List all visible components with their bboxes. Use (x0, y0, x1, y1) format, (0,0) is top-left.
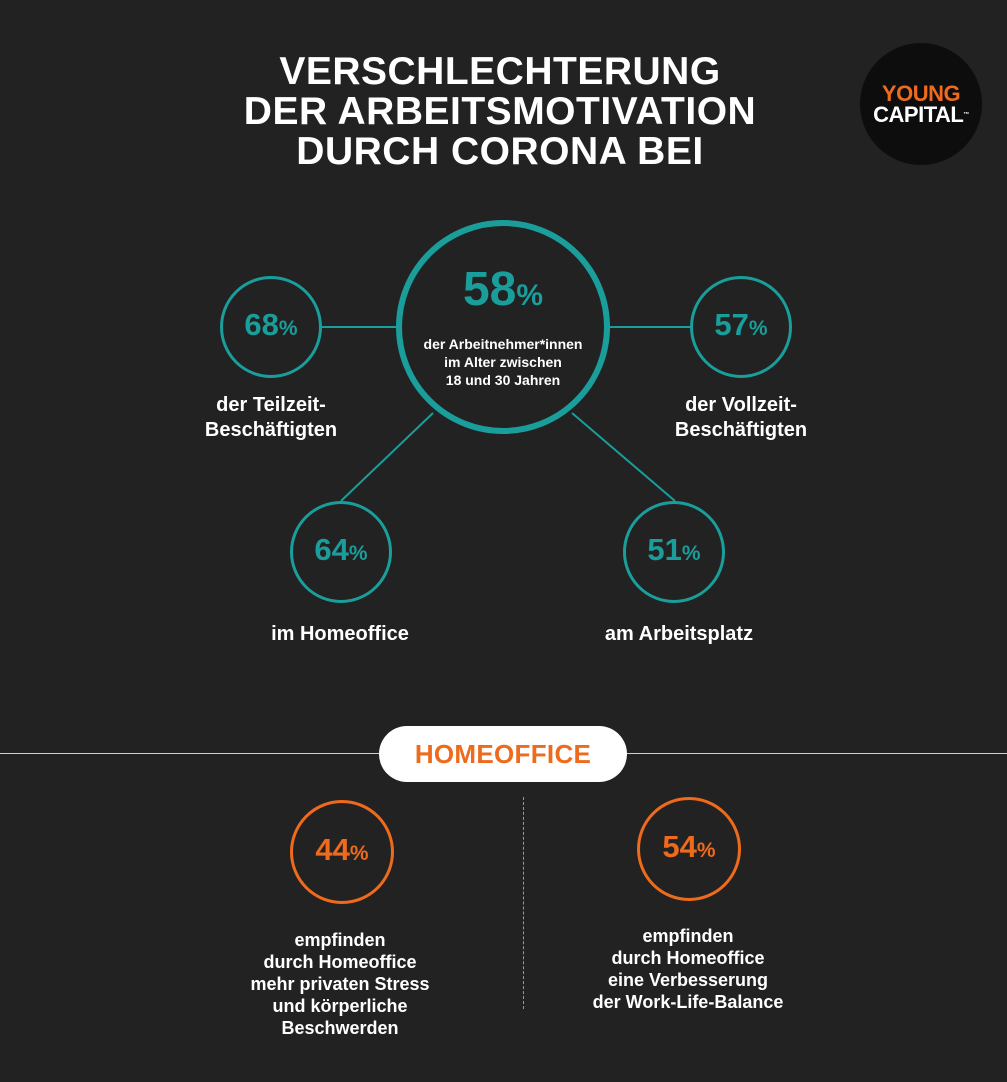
center-desc-line-2: im Alter zwischen (444, 354, 562, 370)
arbeitsplatz-label: am Arbeitsplatz (604, 623, 754, 645)
homeoffice-stat-number: 64 (314, 532, 349, 567)
youngcapital-logo: YOUNG CAPITAL™ (860, 43, 982, 165)
balance-desc-line-1: empfinden (642, 926, 734, 946)
center-stat-number: 58 (462, 263, 517, 316)
teilzeit-stat-percent: % (278, 317, 298, 340)
balance-description: empfinden durch Homeoffice eine Verbesse… (560, 925, 816, 1013)
homeoffice-stat-percent: % (348, 542, 368, 565)
teilzeit-stat-value: 68% (244, 309, 297, 345)
page-title: VERSCHLECHTERUNG DER ARBEITSMOTIVATION D… (150, 52, 850, 172)
balance-stat-circle: 54% (637, 797, 741, 901)
stress-stat-value: 44% (315, 834, 368, 870)
section-title-pill: HOMEOFFICE (379, 726, 627, 782)
center-stat-circle: 58% der Arbeitnehmer*innen im Alter zwis… (396, 220, 610, 434)
vollzeit-stat-value: 57% (714, 309, 767, 345)
title-line-2: DER ARBEITSMOTIVATION (243, 90, 757, 133)
arbeitsplatz-stat-value: 51% (647, 534, 700, 570)
center-stat-description: der Arbeitnehmer*innen im Alter zwischen… (424, 335, 583, 389)
logo-capital: CAPITAL™ (860, 104, 982, 126)
balance-stat-number: 54 (662, 829, 697, 864)
section-divider-left (0, 753, 379, 754)
logo-trademark: ™ (963, 112, 969, 118)
stress-desc-line-5: Beschwerden (281, 1018, 399, 1038)
connector-homeoffice (340, 412, 434, 502)
logo-young: YOUNG (881, 81, 961, 106)
teilzeit-label-line-1: der Teilzeit- (216, 394, 326, 416)
vollzeit-stat-number: 57 (714, 307, 749, 342)
balance-desc-line-2: durch Homeoffice (611, 948, 765, 968)
homeoffice-stat-circle: 64% (290, 501, 392, 603)
stress-desc-line-4: und körperliche (272, 996, 408, 1016)
connector-arbeitsplatz (571, 412, 676, 502)
vollzeit-label: der Vollzeit- Beschäftigten (641, 393, 841, 443)
stress-desc-line-2: durch Homeoffice (263, 952, 417, 972)
arbeitsplatz-stat-number: 51 (647, 532, 682, 567)
balance-desc-line-4: der Work-Life-Balance (592, 992, 784, 1012)
stress-description: empfinden durch Homeoffice mehr privaten… (220, 929, 460, 1039)
balance-stat-percent: % (696, 839, 716, 862)
stress-desc-line-3: mehr privaten Stress (250, 974, 430, 994)
stress-stat-circle: 44% (290, 800, 394, 904)
title-line-1: VERSCHLECHTERUNG (279, 50, 721, 93)
vollzeit-label-line-2: Beschäftigten (674, 419, 808, 441)
vollzeit-label-line-1: der Vollzeit- (685, 394, 797, 416)
center-stat-percent: % (516, 279, 544, 312)
teilzeit-stat-number: 68 (244, 307, 279, 342)
title-line-3: DURCH CORONA BEI (296, 130, 704, 173)
center-stat-value: 58% (463, 265, 543, 321)
vollzeit-stat-percent: % (748, 317, 768, 340)
teilzeit-label-line-2: Beschäftigten (204, 419, 338, 441)
logo-capital-text: CAPITAL (873, 102, 964, 127)
section-divider-right (627, 753, 1007, 754)
arbeitsplatz-stat-circle: 51% (623, 501, 725, 603)
vollzeit-stat-circle: 57% (690, 276, 792, 378)
balance-desc-line-3: eine Verbesserung (607, 970, 769, 990)
balance-stat-value: 54% (662, 831, 715, 867)
arbeitsplatz-stat-percent: % (681, 542, 701, 565)
teilzeit-label: der Teilzeit- Beschäftigten (171, 393, 371, 443)
stress-desc-line-1: empfinden (294, 930, 386, 950)
stress-stat-number: 44 (315, 832, 350, 867)
center-desc-line-3: 18 und 30 Jahren (445, 372, 561, 388)
homeoffice-stat-value: 64% (314, 534, 367, 570)
column-divider (523, 797, 524, 1009)
stress-stat-percent: % (349, 842, 369, 865)
teilzeit-stat-circle: 68% (220, 276, 322, 378)
center-desc-line-1: der Arbeitnehmer*innen (423, 336, 583, 352)
homeoffice-label: im Homeoffice (271, 623, 409, 645)
